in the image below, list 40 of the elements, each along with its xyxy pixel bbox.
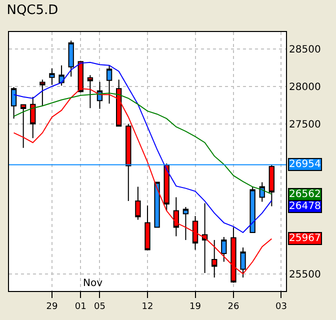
candlestick bbox=[30, 96, 36, 139]
y-tick-label: 25500 bbox=[289, 269, 321, 280]
x-tick-label: 05 bbox=[94, 302, 106, 312]
candlestick bbox=[106, 64, 112, 104]
candlestick bbox=[58, 64, 64, 86]
x-tick-label: 29 bbox=[46, 302, 58, 312]
candlestick bbox=[144, 205, 150, 250]
annotation: Nov bbox=[83, 278, 103, 289]
chart-title: NQC5.D bbox=[6, 2, 58, 18]
data-label: 25967 bbox=[289, 233, 321, 244]
candlestick bbox=[10, 86, 17, 120]
candlestick bbox=[68, 40, 74, 78]
candlestick bbox=[240, 247, 246, 278]
candlestick bbox=[164, 163, 170, 212]
data-label: 26478 bbox=[289, 201, 321, 212]
candlestick bbox=[49, 68, 55, 86]
candlestick bbox=[221, 236, 227, 262]
x-tick-label: 19 bbox=[190, 302, 202, 312]
x-tick-label: 26 bbox=[228, 302, 240, 312]
candlestick bbox=[20, 104, 26, 148]
x-tick-label: 03 bbox=[275, 302, 287, 312]
line-series bbox=[13, 92, 272, 195]
ref-line-label: 26954 bbox=[289, 159, 321, 170]
y-tick-label: 28000 bbox=[289, 82, 321, 93]
candlestick bbox=[126, 123, 132, 202]
candlestick bbox=[40, 79, 46, 106]
y-tick-label: 27500 bbox=[289, 119, 321, 130]
candlestick bbox=[192, 216, 198, 250]
line-series bbox=[13, 62, 272, 234]
candlestick bbox=[154, 182, 160, 228]
candlestick bbox=[173, 196, 179, 237]
candlestick bbox=[182, 206, 189, 241]
x-tick-label: 01 bbox=[74, 302, 86, 312]
y-tick-label: 28500 bbox=[289, 44, 321, 56]
candlestick bbox=[259, 182, 265, 202]
x-tick-label: 12 bbox=[142, 302, 154, 312]
candlestick bbox=[135, 186, 141, 220]
candlestick bbox=[250, 186, 256, 234]
candlestick bbox=[268, 164, 275, 207]
data-label: 26562 bbox=[289, 189, 321, 200]
